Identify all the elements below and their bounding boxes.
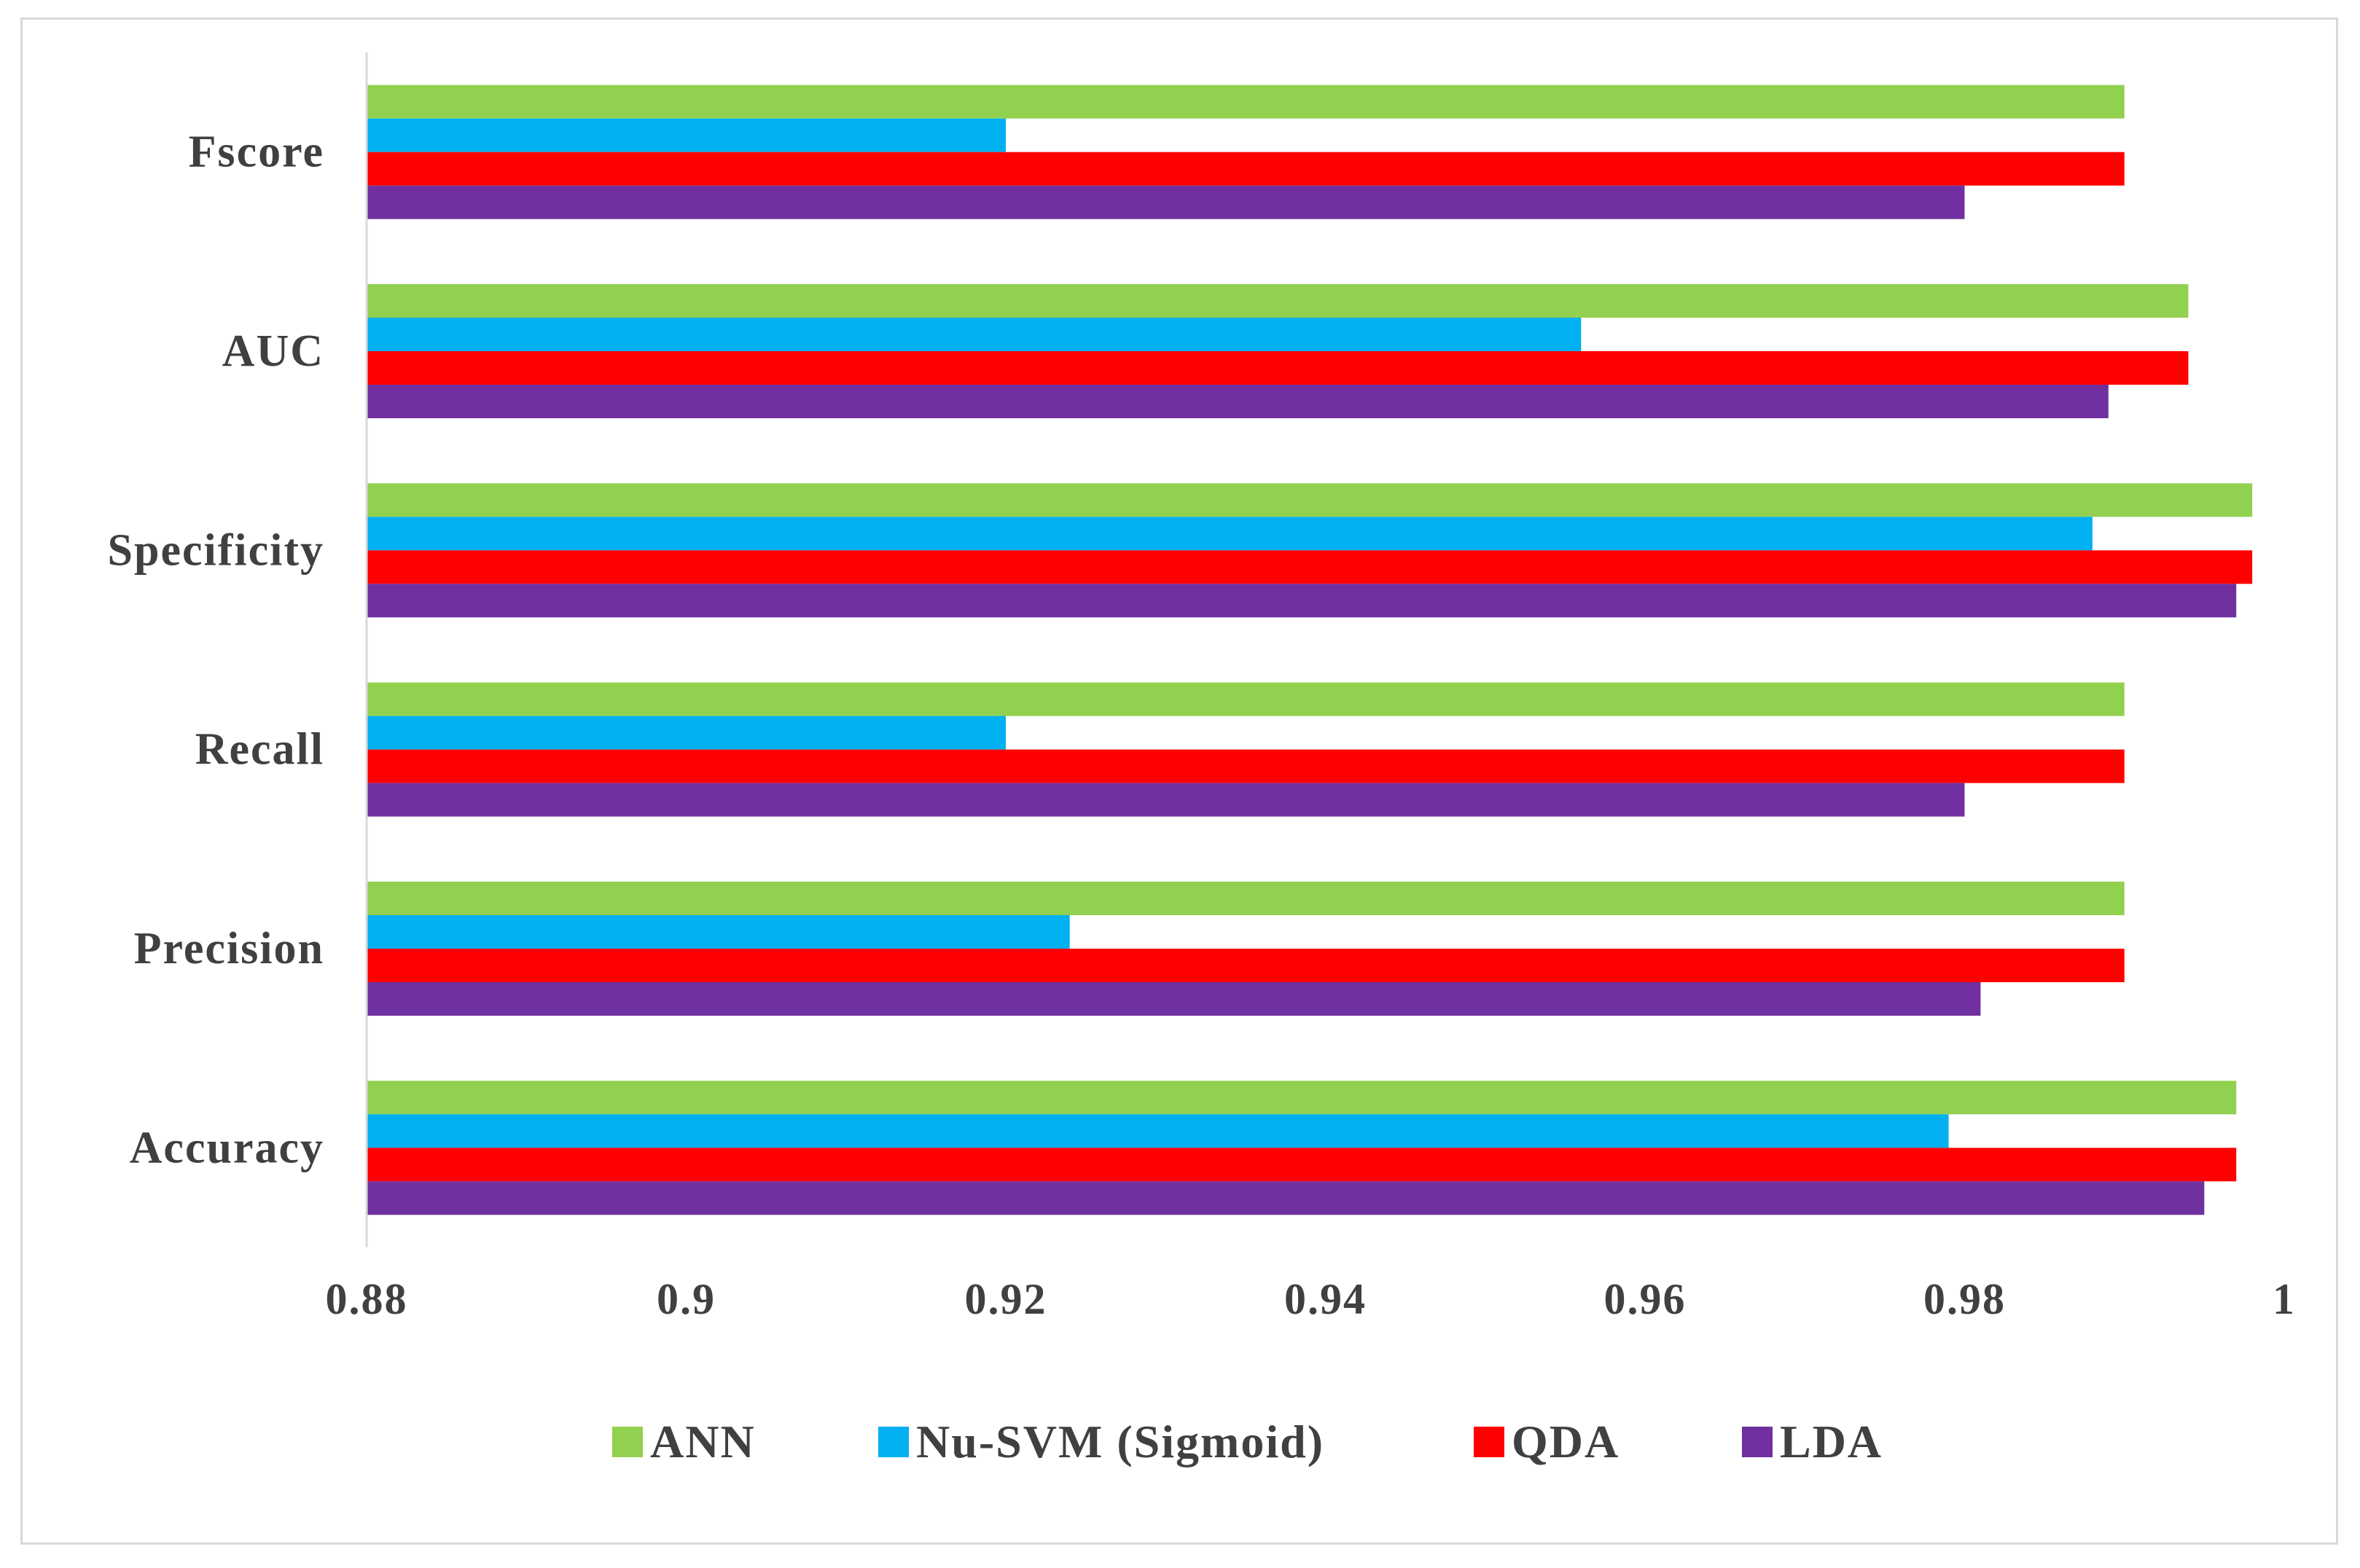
- bar-fscore-nu-svm-sigmoid: [367, 118, 1006, 152]
- legend-swatch: [878, 1427, 909, 1457]
- bar-precision-ann: [367, 882, 2125, 915]
- x-tick-label: 0.92: [965, 1275, 1047, 1323]
- legend-item-nu-svm-sigmoid: Nu-SVM (Sigmoid): [878, 1416, 1324, 1467]
- category-label-specificity: Specificity: [108, 525, 325, 575]
- bar-auc-lda: [367, 385, 2109, 418]
- category-labels: Accuracy Precision Recall Specificity AUC Fsc…: [108, 128, 325, 1173]
- bars-layer: [367, 85, 2253, 1215]
- bar-recall-lda: [367, 783, 1965, 817]
- bar-precision-qda: [367, 949, 2125, 982]
- legend-item-qda: QDA: [1474, 1416, 1619, 1467]
- bar-precision-nu-svm-sigmoid: [367, 915, 1070, 949]
- category-label-precision: Precision: [134, 924, 324, 973]
- bar-specificity-qda: [367, 550, 2253, 584]
- bar-accuracy-ann: [367, 1081, 2237, 1115]
- legend-label: Nu-SVM (Sigmoid): [916, 1416, 1324, 1467]
- legend-label: LDA: [1780, 1416, 1883, 1467]
- bar-precision-lda: [367, 982, 1981, 1016]
- bar-recall-nu-svm-sigmoid: [367, 716, 1006, 750]
- x-tick-label: 0.9: [657, 1275, 716, 1323]
- bar-specificity-nu-svm-sigmoid: [367, 517, 2093, 551]
- bar-fscore-ann: [367, 85, 2125, 119]
- x-tick-label: 0.94: [1284, 1275, 1367, 1323]
- bar-auc-ann: [367, 284, 2189, 318]
- legend-swatch: [1474, 1427, 1504, 1457]
- x-tick-label: 0.98: [1923, 1275, 2006, 1323]
- legend-item-lda: LDA: [1742, 1416, 1883, 1467]
- legend: ANN Nu-SVM (Sigmoid) QDA LDA: [612, 1416, 1883, 1467]
- category-label-auc: AUC: [222, 326, 324, 376]
- legend-item-ann: ANN: [612, 1416, 756, 1467]
- category-label-fscore: Fscore: [189, 128, 324, 177]
- legend-label: QDA: [1512, 1416, 1619, 1467]
- bar-recall-qda: [367, 749, 2125, 783]
- bar-accuracy-nu-svm-sigmoid: [367, 1114, 1949, 1148]
- legend-swatch: [612, 1427, 643, 1457]
- bar-specificity-lda: [367, 584, 2237, 618]
- x-tick-label: 1: [2273, 1275, 2296, 1323]
- bar-accuracy-lda: [367, 1181, 2205, 1215]
- category-label-accuracy: Accuracy: [130, 1123, 324, 1172]
- bar-specificity-ann: [367, 483, 2253, 517]
- bar-auc-nu-svm-sigmoid: [367, 318, 1582, 351]
- bar-fscore-lda: [367, 185, 1965, 219]
- legend-swatch: [1742, 1427, 1773, 1457]
- x-tick-label: 0.88: [326, 1275, 408, 1323]
- bar-auc-qda: [367, 351, 2189, 385]
- legend-label: ANN: [650, 1416, 756, 1467]
- bar-recall-ann: [367, 682, 2125, 716]
- bar-fscore-qda: [367, 152, 2125, 186]
- x-tick-label: 0.96: [1604, 1275, 1687, 1323]
- x-tick-labels: 0.88 0.9 0.92 0.94 0.96 0.98 1: [326, 1275, 2296, 1323]
- bar-accuracy-qda: [367, 1148, 2237, 1182]
- category-label-recall: Recall: [195, 725, 324, 775]
